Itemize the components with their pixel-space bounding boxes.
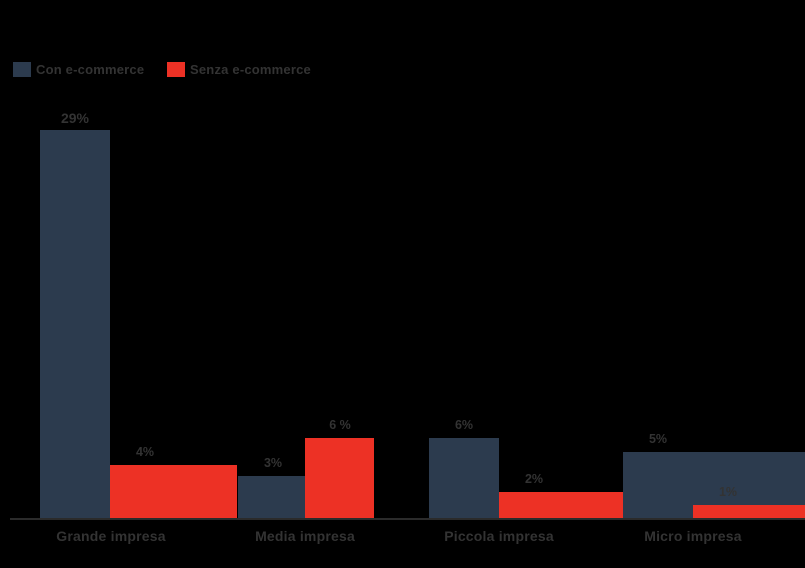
legend-label-senza-ecommerce: Senza e-commerce <box>190 62 311 77</box>
x-axis-line <box>10 518 805 520</box>
value-label-con-e-commerce-micro-impresa: 5% <box>648 432 668 446</box>
legend-swatch-senza-ecommerce <box>167 62 185 77</box>
bar-con-e-commerce-piccola-impresa <box>429 438 499 518</box>
legend-label-con-ecommerce: Con e-commerce <box>36 62 145 77</box>
value-label-senza-e-commerce-grande-impresa: 4% <box>135 445 155 459</box>
bar-con-e-commerce-media-impresa <box>238 476 305 518</box>
bar-senza-e-commerce-grande-impresa <box>110 465 237 518</box>
category-label-media-impresa: Media impresa <box>255 528 355 544</box>
category-label-piccola-impresa: Piccola impresa <box>444 528 554 544</box>
legend-swatch-con-ecommerce <box>13 62 31 77</box>
legend-item-con-ecommerce[interactable]: Con e-commerce <box>13 61 144 78</box>
legend-item-senza-ecommerce[interactable]: Senza e-commerce <box>167 61 311 78</box>
category-label-grande-impresa: Grande impresa <box>56 528 166 544</box>
value-label-senza-e-commerce-micro-impresa: 1% <box>718 485 738 499</box>
bar-con-e-commerce-grande-impresa <box>40 130 110 518</box>
value-label-con-e-commerce-piccola-impresa: 6% <box>454 418 474 432</box>
value-label-con-e-commerce-media-impresa: 3% <box>263 456 283 470</box>
bar-senza-e-commerce-piccola-impresa <box>499 492 625 518</box>
value-label-senza-e-commerce-piccola-impresa: 2% <box>524 472 544 486</box>
bar-senza-e-commerce-micro-impresa <box>693 505 805 518</box>
value-label-con-e-commerce-grande-impresa: 29% <box>60 110 90 126</box>
value-label-senza-e-commerce-media-impresa: 6 % <box>329 418 351 432</box>
bar-senza-e-commerce-media-impresa <box>305 438 374 518</box>
category-label-micro-impresa: Micro impresa <box>644 528 742 544</box>
